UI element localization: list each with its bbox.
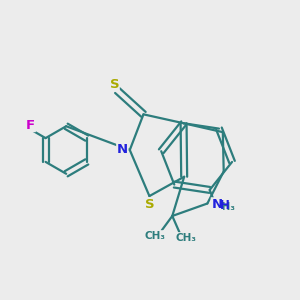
Text: H: H <box>220 200 230 212</box>
Text: F: F <box>26 118 35 131</box>
Text: S: S <box>110 77 119 91</box>
Text: N: N <box>117 142 128 156</box>
Text: CH₃: CH₃ <box>176 233 197 243</box>
Text: N: N <box>211 198 222 211</box>
Text: S: S <box>145 198 155 211</box>
Text: CH₃: CH₃ <box>214 202 235 212</box>
Text: CH₃: CH₃ <box>145 231 166 241</box>
